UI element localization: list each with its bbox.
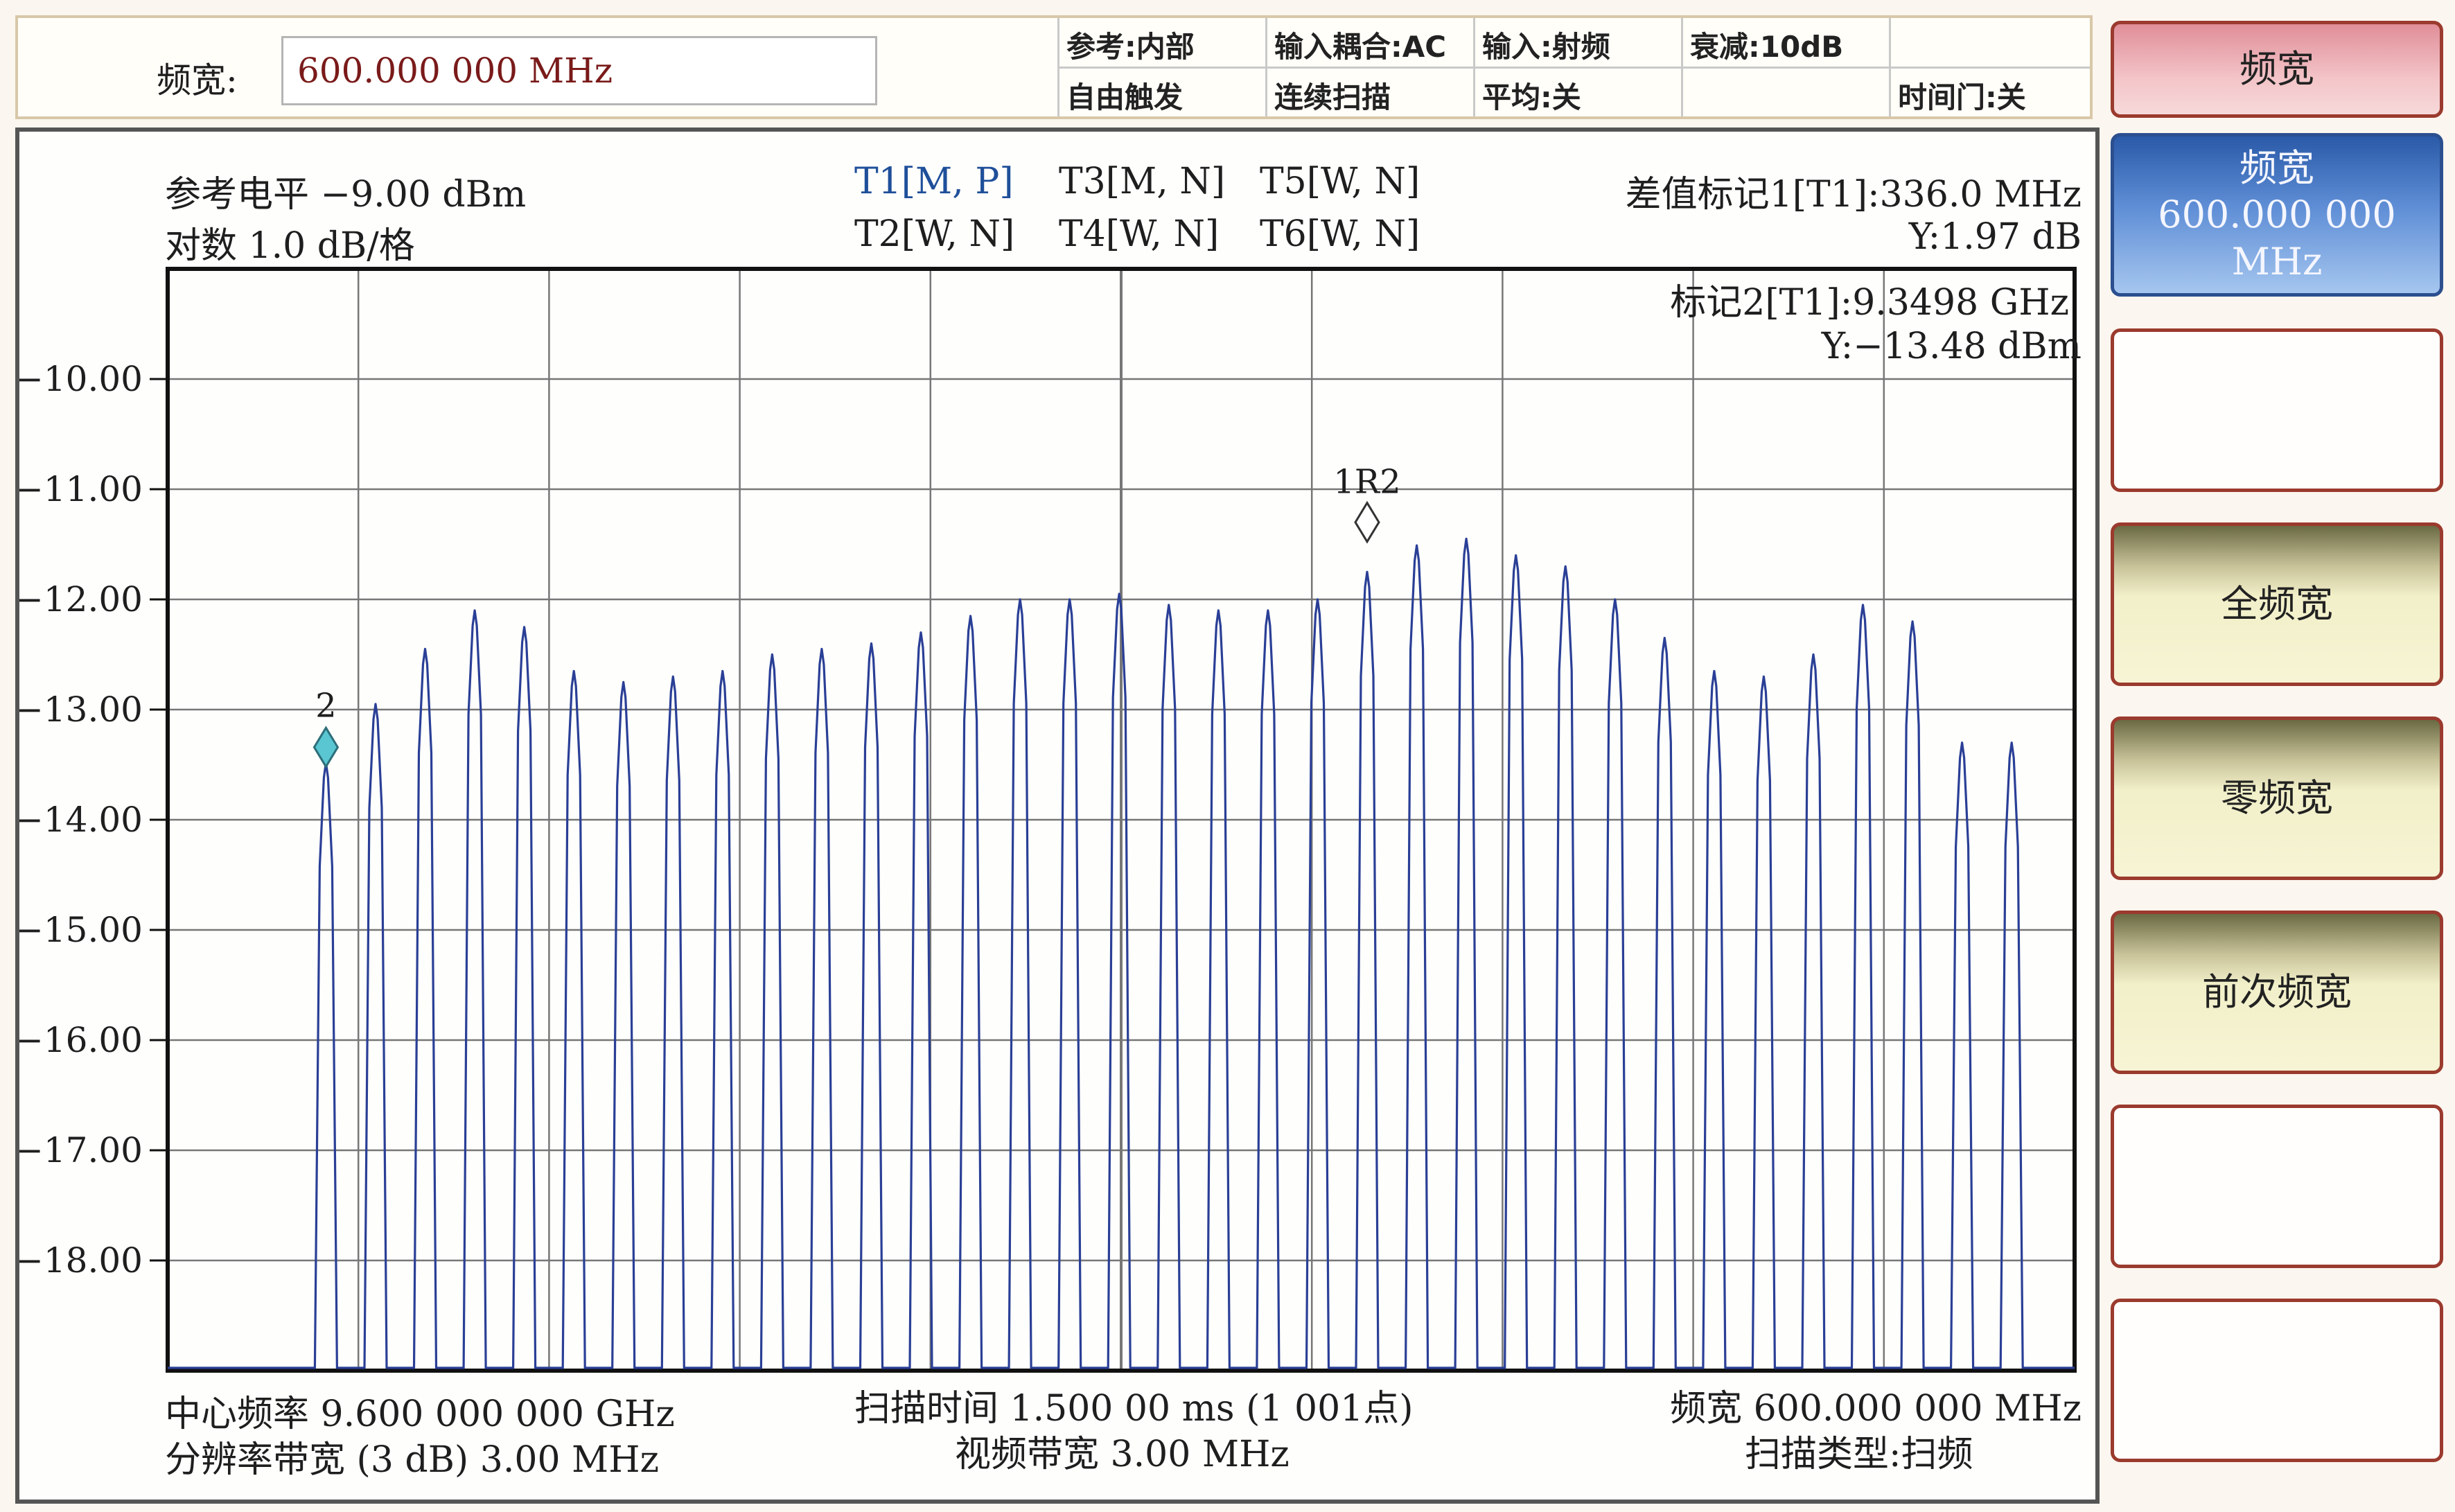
y-tick-label: −15.00 (19, 910, 143, 950)
marker-2-y: Y:−13.48 dBm (1821, 326, 2082, 367)
softkey-blank-3[interactable] (2111, 1299, 2443, 1462)
y-tick-label: −14.00 (19, 800, 143, 840)
status-input: 输入:射频 (1473, 18, 1681, 67)
span-field-label: 频宽: (157, 60, 238, 100)
trace-1-label: T1[M, P] (854, 161, 1014, 202)
softkey-blank-2[interactable] (2111, 1105, 2443, 1268)
y-tick-label: −10.00 (19, 359, 143, 399)
y-tick-label: −12.00 (19, 579, 143, 619)
softkey-span-value[interactable]: 频宽 600.000 000 MHz (2111, 133, 2443, 297)
sweep-type-text: 扫描类型:扫频 (1745, 1434, 1973, 1475)
y-tick-label: −18.00 (19, 1240, 143, 1281)
softkey-last-span[interactable]: 前次频宽 (2111, 911, 2443, 1074)
status-average: 平均:关 (1473, 69, 1681, 116)
softkey-zero-span[interactable]: 零频宽 (2111, 717, 2443, 880)
status-sweep-mode: 连续扫描 (1265, 69, 1473, 116)
sweep-time-text: 扫描时间 1.500 00 ms (1 001点) (854, 1388, 1414, 1430)
delta-marker-readout: 差值标记1[T1]:336.0 MHz (1625, 174, 2082, 216)
softkey-span-value-label: 频宽 (2240, 146, 2314, 190)
trace-3-label: T3[M, N] (1059, 161, 1226, 202)
status-coupling: 输入耦合:AC (1265, 18, 1473, 67)
y-tick-label: −13.00 (19, 689, 143, 730)
marker-1-diamond (1354, 500, 1380, 544)
status-trigger: 自由触发 (1057, 69, 1265, 116)
y-tick-label: −16.00 (19, 1020, 143, 1060)
delta-marker-y: Y:1.97 dB (1908, 216, 2082, 258)
marker-2-label: 2 (315, 686, 337, 725)
marker-2-diamond (313, 726, 340, 769)
trace-6-label: T6[W, N] (1260, 213, 1420, 255)
softkey-zero-span-label: 零频宽 (2221, 776, 2333, 820)
status-empty-1 (1889, 18, 2090, 67)
softkey-blank-1[interactable] (2111, 328, 2443, 492)
rbw-text: 分辨率带宽 (3 dB) 3.00 MHz (165, 1439, 660, 1481)
span-footer-text: 频宽 600.000 000 MHz (1670, 1388, 2082, 1430)
status-divider (1057, 67, 2090, 69)
status-ref: 参考:内部 (1057, 18, 1265, 67)
marker-2-readout: 标记2[T1]:9.3498 GHz (1670, 282, 2069, 324)
status-empty-2 (1681, 69, 1889, 116)
softkey-span-title-label: 频宽 (2240, 47, 2314, 91)
trace-5-label: T5[W, N] (1260, 161, 1420, 202)
vbw-text: 视频带宽 3.00 MHz (955, 1434, 1290, 1475)
status-table: 参考:内部 输入耦合:AC 输入:射频 衰减:10dB 自由触发 连续扫描 平均… (1057, 18, 2090, 116)
marker-1-label: 1R2 (1333, 463, 1400, 502)
y-tick-label: −11.00 (19, 469, 143, 509)
softkey-full-span-label: 全频宽 (2221, 582, 2333, 626)
y-tick-label: −17.00 (19, 1130, 143, 1170)
softkey-span-value-sub: 600.000 000 MHz (2158, 193, 2396, 283)
spectrum-plot: −10.00 −11.00 −12.00 −13.00 −14.00 −15.00 −16.… (19, 267, 2077, 1373)
spectrum-display: −10.00 −11.00 −12.00 −13.00 −14.00 −15.00 −16.… (15, 128, 2100, 1504)
scale-text: 对数 1.0 dB/格 (165, 225, 415, 267)
softkey-full-span[interactable]: 全频宽 (2111, 522, 2443, 686)
top-status-bar: 频宽: 参考:内部 输入耦合:AC 输入:射频 衰减:10dB 自由触发 连续扫… (15, 15, 2093, 119)
center-frequency-text: 中心频率 9.600 000 000 GHz (165, 1394, 675, 1435)
softkey-span-title[interactable]: 频宽 (2111, 21, 2443, 118)
trace-2-label: T2[W, N] (854, 213, 1015, 255)
span-input[interactable] (281, 36, 877, 105)
ref-level-text: 参考电平 −9.00 dBm (165, 174, 527, 216)
trace-1-line (168, 537, 2075, 1369)
trace-4-label: T4[W, N] (1059, 213, 1220, 255)
softkey-last-span-label: 前次频宽 (2202, 970, 2352, 1014)
status-time-gate: 时间门:关 (1889, 69, 2090, 116)
status-attenuation: 衰减:10dB (1681, 18, 1889, 67)
